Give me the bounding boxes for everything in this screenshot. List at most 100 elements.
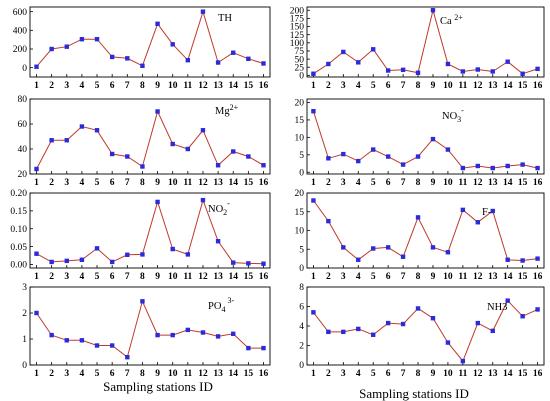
x-tick-label: 12 xyxy=(473,369,483,379)
data-point xyxy=(311,109,316,114)
x-tick-label: 11 xyxy=(458,272,467,282)
x-tick-label: 7 xyxy=(401,369,406,379)
y-tick-label: 100 xyxy=(290,39,305,49)
x-tick-label: 15 xyxy=(244,272,254,282)
data-point xyxy=(125,56,130,61)
data-point xyxy=(109,54,115,60)
data-point xyxy=(261,61,266,66)
y-tick-label: 5 xyxy=(299,245,304,255)
x-tick-label: 9 xyxy=(155,272,160,282)
x-tick-label: 7 xyxy=(125,272,130,282)
plot-frame xyxy=(29,98,271,175)
y-tick-label: 0 xyxy=(22,64,27,74)
data-point xyxy=(231,260,236,265)
data-point xyxy=(64,258,69,264)
data-point xyxy=(185,252,191,257)
y-tick-label: 400 xyxy=(13,27,28,37)
x-tick-label: 7 xyxy=(125,178,130,188)
data-point xyxy=(370,332,376,337)
x-tick-label: 16 xyxy=(259,178,269,188)
y-tick-label: 2 xyxy=(299,342,304,352)
data-point xyxy=(400,162,406,167)
x-tick-label: 13 xyxy=(213,272,223,282)
data-point xyxy=(535,165,540,171)
x-tick-label: 7 xyxy=(401,272,406,282)
data-point xyxy=(185,58,191,63)
y-tick-label: 60 xyxy=(18,120,28,130)
y-tick-label: 0 xyxy=(299,264,304,274)
data-point xyxy=(370,147,376,152)
y-tick-label: 125 xyxy=(290,31,305,41)
x-tick-label: 2 xyxy=(49,369,54,379)
data-point xyxy=(475,220,481,225)
data-point xyxy=(170,332,175,338)
x-tick-label: 8 xyxy=(140,81,145,91)
data-point xyxy=(261,261,266,266)
x-tick-label: 7 xyxy=(125,369,130,379)
data-point xyxy=(140,164,145,169)
x-axis-label-left: Sampling stations ID xyxy=(103,379,213,394)
y-tick-label: 4 xyxy=(299,322,304,332)
series-line xyxy=(36,110,264,170)
y-tick-label: 1 xyxy=(22,335,27,345)
data-point xyxy=(370,47,376,52)
plot-frame xyxy=(29,286,271,366)
x-tick-label: 9 xyxy=(431,178,436,188)
x-tick-label: 14 xyxy=(228,178,238,188)
x-tick-label: 8 xyxy=(416,369,421,379)
x-tick-label: 10 xyxy=(168,81,178,91)
panel-label: PO4 3- xyxy=(208,296,234,314)
x-tick-label: 2 xyxy=(326,178,331,188)
data-point xyxy=(385,245,391,250)
x-tick-label: 9 xyxy=(155,81,160,91)
data-point xyxy=(231,331,236,336)
data-point xyxy=(520,71,525,76)
data-point xyxy=(125,154,130,159)
x-tick-label: 15 xyxy=(518,178,528,188)
data-point xyxy=(370,246,376,251)
series-line xyxy=(312,200,538,262)
data-point xyxy=(475,163,481,169)
x-tick-label: 15 xyxy=(518,369,528,379)
data-point xyxy=(415,215,421,220)
data-point xyxy=(490,69,495,74)
plot-frame xyxy=(306,192,545,269)
panel-label: NO2- xyxy=(208,199,230,217)
data-point xyxy=(246,154,251,159)
x-tick-label: 14 xyxy=(503,272,513,282)
x-tick-label: 4 xyxy=(356,369,361,379)
x-tick-label: 2 xyxy=(49,272,54,282)
x-tick-label: 14 xyxy=(503,178,513,188)
data-point xyxy=(261,345,266,351)
y-tick-label: 0 xyxy=(22,361,27,371)
plot-frame xyxy=(29,6,271,78)
x-tick-label: 4 xyxy=(356,178,361,188)
data-point xyxy=(246,345,251,351)
data-point xyxy=(140,299,145,304)
x-tick-label: 12 xyxy=(473,272,483,282)
x-tick-label: 10 xyxy=(443,81,453,91)
data-point xyxy=(445,250,451,255)
data-point xyxy=(94,343,100,348)
data-point xyxy=(109,343,115,348)
x-tick-label: 13 xyxy=(488,81,498,91)
x-tick-label: 16 xyxy=(533,178,543,188)
data-point xyxy=(200,330,206,335)
x-tick-label: 5 xyxy=(371,369,376,379)
data-point xyxy=(200,128,206,133)
data-point xyxy=(445,61,451,67)
x-tick-label: 10 xyxy=(443,369,453,379)
x-tick-label: 9 xyxy=(155,178,160,188)
x-tick-label: 9 xyxy=(155,369,160,379)
data-point xyxy=(185,146,191,152)
data-point xyxy=(341,151,346,157)
x-tick-label: 15 xyxy=(518,272,528,282)
data-point xyxy=(341,49,346,55)
data-point xyxy=(326,218,331,224)
data-point xyxy=(79,338,85,343)
x-tick-label: 6 xyxy=(110,272,115,282)
data-point xyxy=(155,21,160,26)
data-point xyxy=(140,252,145,257)
